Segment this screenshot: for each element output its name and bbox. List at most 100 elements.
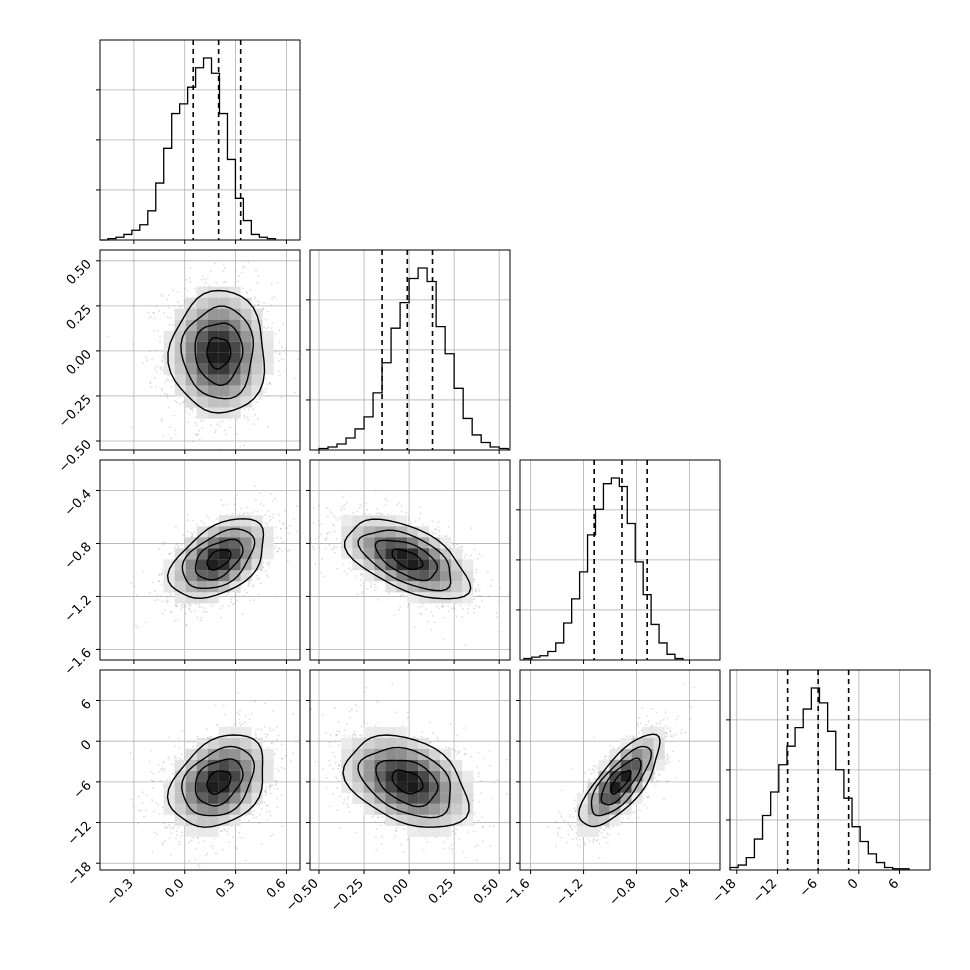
scatter-point [205, 610, 208, 613]
density-cell [385, 548, 397, 560]
scatter-point [337, 489, 340, 492]
contour-line [357, 529, 452, 592]
scatter-point [408, 519, 410, 521]
scatter-point [447, 610, 450, 613]
scatter-point [265, 570, 267, 573]
scatter-point [498, 586, 501, 589]
scatter-point [193, 531, 196, 533]
gridlines [100, 250, 300, 450]
scatter-point [199, 619, 202, 621]
scatter-point [352, 512, 354, 514]
scatter-point [333, 547, 335, 550]
panel-content [130, 485, 298, 629]
scatter-point [380, 513, 382, 516]
scatter-point [270, 327, 273, 329]
scatter-point [133, 585, 136, 588]
scatter-point [407, 603, 410, 605]
scatter-point [145, 794, 148, 797]
density-cell [207, 330, 219, 342]
scatter-point [475, 571, 478, 573]
density-cell [352, 548, 364, 560]
scatter-point [172, 289, 175, 292]
scatter-point [339, 516, 341, 519]
scatter-point [151, 358, 154, 360]
scatter-point [168, 552, 171, 555]
scatter-point [249, 288, 252, 291]
scatter-point [206, 852, 209, 855]
scatter-point [430, 628, 432, 631]
scatter-point [446, 535, 448, 537]
scatter-point [200, 520, 203, 523]
scatter-point [160, 419, 163, 422]
density-cell [196, 286, 208, 298]
scatter-point [203, 607, 206, 609]
scatter-point [254, 296, 257, 298]
density-cell [352, 526, 364, 538]
density-cell [185, 396, 197, 408]
scatter-point [256, 510, 259, 513]
panel-frame [99, 249, 301, 451]
scatter-point [277, 514, 280, 516]
density-cell [207, 570, 219, 582]
scatter-point [328, 543, 331, 546]
density-cell [418, 559, 430, 571]
scatter-point [159, 335, 162, 338]
scatter-point [200, 606, 203, 609]
scatter-point [407, 517, 410, 520]
scatter-point [401, 594, 404, 596]
scatter-point [222, 420, 225, 422]
density-cell [174, 592, 186, 604]
scatter-point [243, 511, 246, 514]
density-cell [185, 570, 197, 582]
scatter-point [252, 423, 255, 426]
scatter-point [173, 414, 176, 417]
scatter-point [279, 374, 281, 377]
density-cell [262, 330, 274, 342]
density-cell [429, 537, 441, 549]
scatter-point [246, 591, 249, 594]
scatter-point [176, 605, 179, 608]
scatter-point [348, 561, 351, 564]
scatter-point [470, 554, 472, 557]
scatter-point [465, 553, 468, 556]
scatter-point [153, 329, 155, 332]
scatter-point [498, 601, 500, 603]
scatter-point [266, 523, 269, 526]
scatter-point [169, 611, 172, 614]
scatter-point [468, 604, 470, 606]
x-tick-label: 0 [845, 876, 861, 892]
scatter-point [198, 429, 201, 432]
scatter-point [491, 579, 494, 582]
scatter-point [158, 574, 160, 577]
gridlines [100, 40, 300, 240]
density-cell [207, 341, 219, 353]
scatter-point [419, 512, 422, 515]
scatter-point [289, 534, 291, 536]
scatter-point [180, 831, 183, 834]
scatter-point [248, 599, 251, 602]
scatter-point [317, 536, 320, 539]
scatter-point [175, 605, 178, 608]
scatter-point [281, 825, 284, 828]
density-cell [174, 319, 186, 331]
density-cell [251, 330, 263, 342]
scatter-point [262, 307, 264, 310]
density-cell [174, 559, 186, 571]
scatter-point [175, 603, 177, 606]
density-cell [229, 407, 241, 419]
scatter-point [368, 513, 371, 515]
density-cell [174, 570, 186, 582]
density-cell [240, 570, 252, 582]
scatter-point [228, 841, 231, 844]
scatter-point [281, 757, 283, 760]
density-cell [363, 526, 375, 538]
scatter-point [147, 311, 150, 314]
scatter-point [326, 515, 329, 518]
density-cell [229, 396, 241, 408]
scatter-point [156, 330, 159, 333]
scatter-point [251, 585, 254, 588]
scatter-point [177, 546, 180, 549]
scatter-point [160, 418, 163, 421]
density-cell [251, 319, 263, 331]
scatter-point [137, 795, 140, 798]
